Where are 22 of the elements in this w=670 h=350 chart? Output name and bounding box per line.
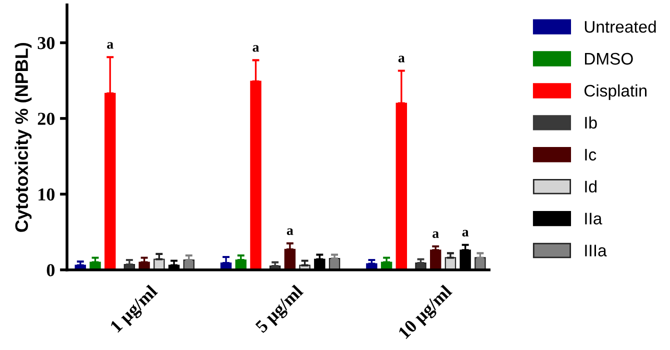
bar	[396, 102, 408, 270]
y-tick-label: 30	[38, 37, 55, 50]
annotation: a	[252, 45, 260, 52]
legend-label: Id	[585, 180, 596, 193]
legend-label: IIIa	[585, 244, 607, 256]
y-tick-label: 0	[46, 264, 55, 276]
annotation: a	[432, 231, 439, 238]
legend-label: DMSO	[585, 52, 633, 65]
annotation: a	[398, 56, 405, 62]
annotation: a	[462, 230, 469, 236]
bar	[104, 92, 116, 270]
legend-label: Ib	[585, 116, 597, 129]
y-tick-label: 20	[38, 112, 55, 125]
annotation: a	[107, 42, 114, 49]
annotation: a	[286, 228, 294, 235]
legend-label: Ic	[585, 148, 596, 161]
legend-label: Untreated	[584, 20, 656, 33]
y-axis-title: Cytotoxicity % (NPBL)	[14, 42, 32, 232]
legend-label: Cisplatin	[584, 84, 646, 100]
bar	[250, 80, 262, 270]
y-tick-label: 10	[38, 188, 55, 201]
legend-label: IIa	[585, 212, 602, 224]
